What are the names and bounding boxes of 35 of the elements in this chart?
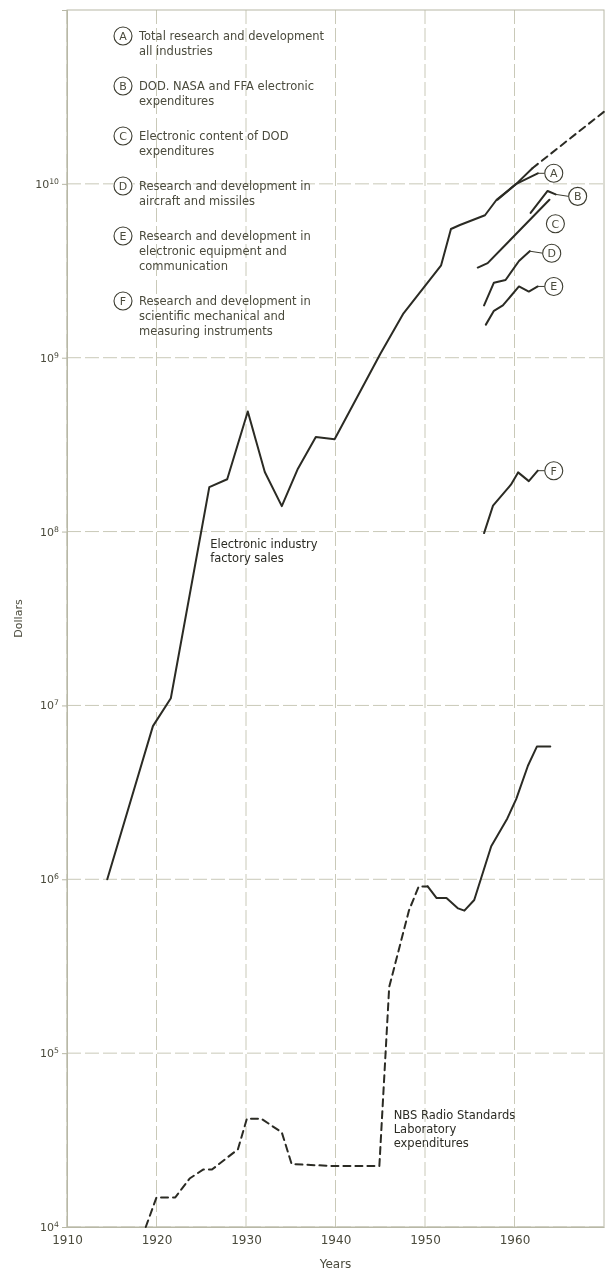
text: D <box>118 179 128 193</box>
annotation: DOD. NASA and FFA electronic expenditures <box>139 79 315 108</box>
annotation: D <box>547 247 556 261</box>
y-tick-label: 10$^{6}$ <box>40 871 60 887</box>
text: F <box>119 294 127 308</box>
y-tick-label: 10$^{9}$ <box>40 350 60 365</box>
x-tick-label: 1950 <box>410 1232 441 1247</box>
x-tick-label: 1940 <box>320 1232 352 1247</box>
y-tick-label: 10$^{7}$ <box>40 697 60 713</box>
x-axis-title: Years <box>318 1257 352 1271</box>
text: B <box>119 79 127 93</box>
annotation: Total research and development all industries <box>138 29 325 58</box>
x-tick-label: 1920 <box>141 1232 173 1247</box>
x-tick-label: 1960 <box>499 1232 531 1247</box>
annotation: E <box>550 280 558 294</box>
annotation: Research and development in electronic equipment and communication <box>139 229 311 273</box>
text: E <box>119 229 127 243</box>
x-tick-label: 1930 <box>231 1232 262 1247</box>
y-tick-label: 10$^{10}$ <box>35 176 60 191</box>
y-tick-label: 10$^{8}$ <box>40 524 60 539</box>
text: C <box>119 129 127 143</box>
series-label: NBS Radio Standards Laboratory expenditures <box>393 1107 516 1150</box>
x-tick-label: 1910 <box>52 1232 83 1247</box>
y-tick-label: 10$^{5}$ <box>40 1045 60 1061</box>
annotation: Electronic content of DOD expenditures <box>139 129 289 158</box>
text: A <box>119 29 127 43</box>
annotation: C <box>551 217 560 231</box>
y-axis-title: Dollars <box>12 599 25 638</box>
annotation: Research and development in aircraft and missiles <box>139 179 311 208</box>
annotation: Research and development in scientific mechanical and measuring instruments <box>139 294 311 338</box>
annotation: B <box>573 190 582 204</box>
annotation: F <box>550 464 557 478</box>
series-label: Electronic industry factory sales <box>210 537 318 566</box>
annotation: A <box>550 167 558 181</box>
y-tick-label: 10$^{4}$ <box>40 1219 60 1235</box>
